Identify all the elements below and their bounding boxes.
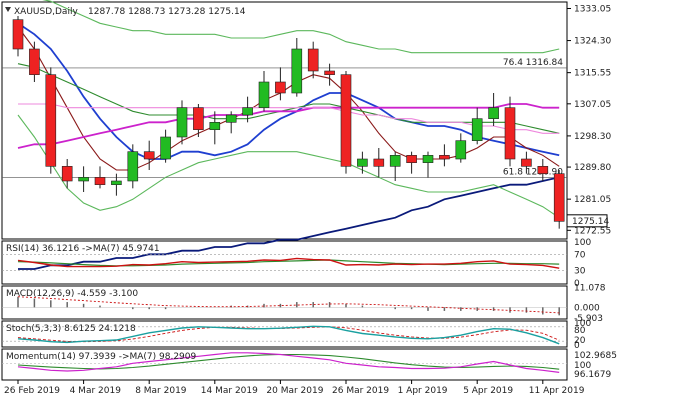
ma-line-green <box>17 63 560 134</box>
x-tick-label: 20 Mar 2019 <box>266 386 323 396</box>
candle-body <box>258 81 270 108</box>
momentum-tick-label: 100 <box>574 361 591 371</box>
price-tick-label: 1307.05 <box>574 100 611 110</box>
ma-line-navy <box>18 176 560 270</box>
collapse-triangle-icon[interactable] <box>5 7 11 12</box>
price-tick-label: 1298.30 <box>574 132 611 142</box>
price-tick-label: 1281.05 <box>574 195 611 205</box>
momentum-ma-line <box>17 353 560 370</box>
candle-body <box>291 48 303 94</box>
candle-body <box>94 177 106 185</box>
symbol-title: XAUUSD,Daily <box>14 7 78 17</box>
ma-line-dark-red <box>17 26 560 171</box>
macd-tick-label: 0.000 <box>574 303 600 313</box>
stoch-tick-label: 100 <box>574 319 591 329</box>
candle-body <box>111 180 122 185</box>
ma-line-magenta <box>17 103 560 149</box>
stoch-tick-label: 0 <box>574 341 580 351</box>
price-tick-label: 1272.55 <box>574 226 611 236</box>
candle-body <box>29 48 40 75</box>
rsi-tick-label: 0 <box>574 279 580 289</box>
ma-line-bb-lower <box>17 114 560 219</box>
stoch-tick-label: 20 <box>574 336 586 346</box>
candle-body <box>553 173 565 222</box>
ma-line-pink <box>18 103 560 134</box>
candle-body <box>242 107 253 116</box>
candle-body <box>324 70 335 75</box>
stoch-tick-label: 80 <box>574 326 586 336</box>
momentum-line <box>17 352 560 373</box>
stoch-panel-frame <box>1 320 568 348</box>
rsi-label: RSI(14) 36.1216 ->MA(7) 45.9741 <box>6 244 160 254</box>
candle-body <box>471 118 483 141</box>
candle-body <box>488 107 499 119</box>
candle-body <box>439 155 450 160</box>
x-tick-label: 11 Apr 2019 <box>529 386 585 396</box>
candle-body <box>340 74 352 167</box>
macd-tick-label: -5.903 <box>574 314 603 324</box>
candle-body <box>357 158 368 167</box>
ma-line-blue <box>17 22 560 160</box>
x-tick-label: 1 Apr 2019 <box>398 386 448 396</box>
ma-line-bb-upper <box>42 0 560 54</box>
candle-body <box>307 48 319 72</box>
price-tick-label: 1324.30 <box>574 37 611 47</box>
x-tick-label: 4 Mar 2019 <box>70 386 122 396</box>
candle-body <box>275 81 286 94</box>
candle-body <box>61 166 73 182</box>
price-layer: 76.4 1316.84 61.8 1286.90 <box>2 0 567 270</box>
candle-body <box>373 158 385 167</box>
momentum-tick-label: 96.1679 <box>574 370 611 380</box>
candle-body <box>389 155 401 167</box>
macd-label: MACD(12,26,9) -4.559 -3.100 <box>6 289 138 299</box>
momentum-layer <box>2 352 567 373</box>
rsi-tick-label: 30 <box>574 267 586 277</box>
momentum-tick-label: 102.9685 <box>574 351 617 361</box>
candle-body <box>45 74 57 167</box>
stoch-label: Stoch(5,3,3) 8.6125 24.1218 <box>6 324 136 334</box>
last-price-box <box>566 214 608 228</box>
momentum-label: Momentum(14) 97.3939 ->MA(7) 98.2909 <box>6 352 197 362</box>
candle-body <box>422 155 434 163</box>
candle-body <box>127 151 139 182</box>
rsi-line <box>17 257 560 269</box>
x-tick-label: 5 Apr 2019 <box>463 386 513 396</box>
candle-body <box>521 158 532 167</box>
stoch-k-line <box>17 325 560 345</box>
candle-body <box>160 136 171 160</box>
rsi-layer <box>2 253 567 272</box>
candle-body <box>209 122 221 130</box>
candle-body <box>193 107 204 130</box>
rsi-tick-label: 100 <box>574 238 591 248</box>
candle-body <box>504 107 516 160</box>
candle-body <box>225 114 237 123</box>
fib-label: 61.8 1286.90 <box>503 168 563 178</box>
axis-layer: 1333.05 1324.30 1315.55 1307.05 1298.30 1289.… <box>4 4 617 396</box>
fib-label: 76.4 1316.84 <box>503 58 563 68</box>
last-price-label: 1275.14 <box>572 217 609 227</box>
candle-body <box>537 166 549 174</box>
candle-body <box>12 19 24 50</box>
ohlc-header: 1287.78 1288.73 1273.28 1275.14 <box>88 7 246 17</box>
candle-body <box>455 140 467 160</box>
macd-panel-frame <box>1 285 568 320</box>
rsi-ma-line <box>17 259 560 267</box>
x-tick-label: 14 Mar 2019 <box>201 386 258 396</box>
candle-body <box>176 107 188 138</box>
x-tick-label: 26 Mar 2019 <box>332 386 389 396</box>
candle-body <box>78 177 89 182</box>
price-tick-label: 1315.55 <box>574 69 611 79</box>
macd-layer <box>2 296 567 316</box>
x-tick-label: 8 Mar 2019 <box>135 386 187 396</box>
rsi-tick-label: 70 <box>574 250 586 260</box>
candle-body <box>143 151 155 160</box>
stoch-layer <box>2 325 567 345</box>
price-tick-label: 1289.80 <box>574 163 611 173</box>
candle-body <box>406 155 417 163</box>
macd-tick-label: 11.078 <box>574 284 606 294</box>
price-tick-label: 1333.05 <box>574 4 611 14</box>
x-tick-label: 26 Feb 2019 <box>4 386 60 396</box>
